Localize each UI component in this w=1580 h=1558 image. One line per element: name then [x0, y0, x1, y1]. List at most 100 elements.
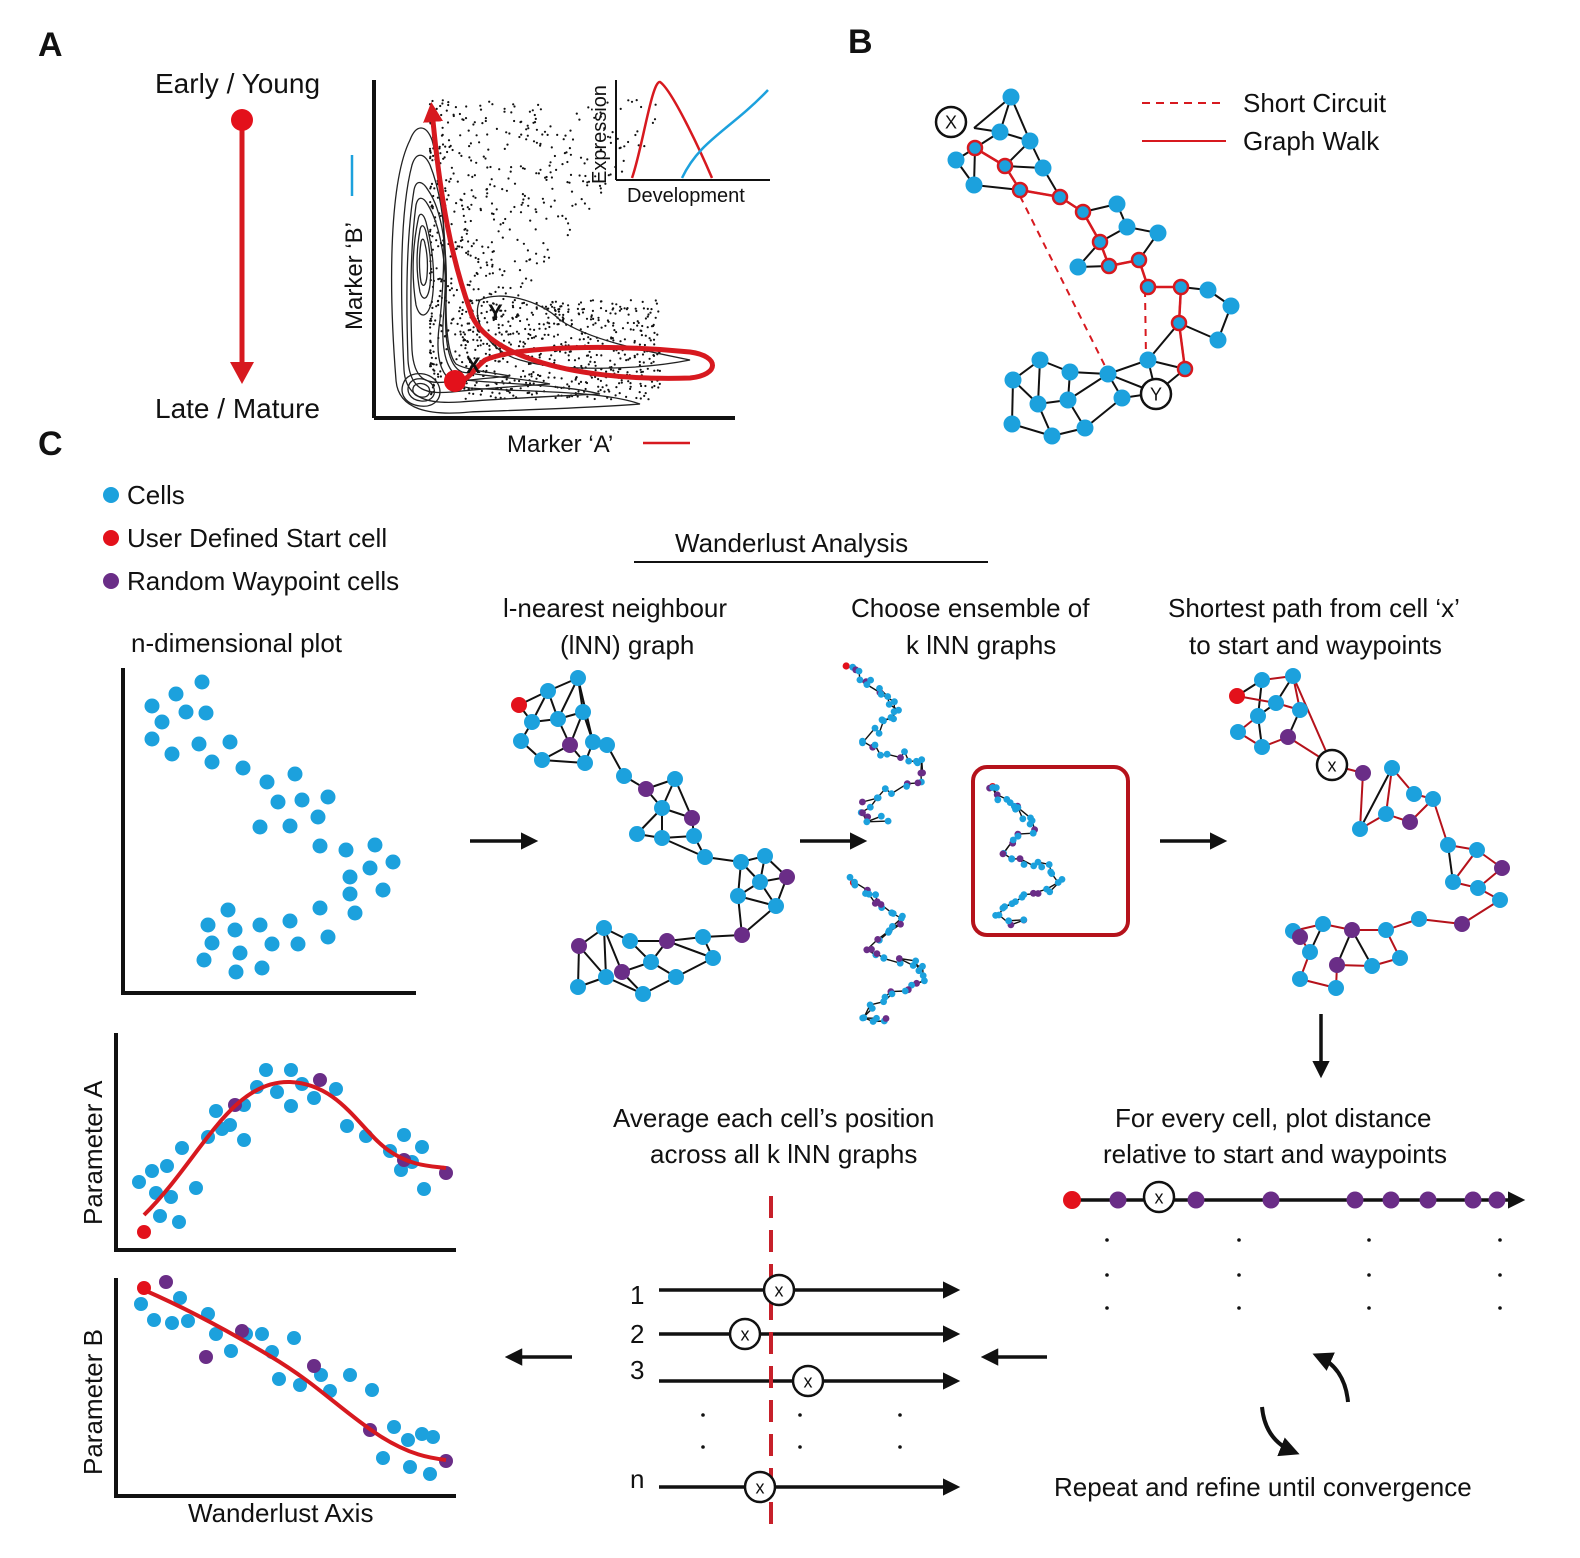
scatter-point	[527, 197, 530, 200]
scatter-point	[641, 324, 644, 328]
lnn-node	[654, 800, 670, 816]
ensemble-title-line1: Choose ensemble of	[851, 593, 1090, 623]
scatter-point	[459, 317, 462, 320]
scatter-point	[451, 148, 454, 152]
scatter-point	[644, 317, 648, 320]
scatter-point	[490, 258, 493, 261]
scatter-point	[486, 192, 489, 195]
n-dim-cell	[252, 917, 268, 933]
param-a-cell	[284, 1099, 298, 1113]
scatter-point	[473, 121, 476, 124]
scatter-point	[642, 361, 645, 364]
scatter-point	[488, 348, 491, 351]
graph-node	[1061, 363, 1079, 381]
scatter-point	[440, 330, 443, 333]
scatter-point	[606, 319, 610, 322]
scatter-point	[498, 392, 501, 395]
mini-node	[1008, 900, 1016, 908]
scatter-point	[579, 380, 583, 383]
scatter-point	[523, 375, 527, 378]
param-a-waypoint	[313, 1073, 327, 1087]
n-dim-cell	[254, 960, 270, 976]
graph-node	[1100, 257, 1118, 275]
scatter-point	[485, 310, 488, 313]
scatter-point	[527, 204, 530, 207]
lnn-node	[757, 848, 773, 864]
scatter-point	[450, 277, 453, 280]
scatter-point	[479, 104, 482, 107]
scatter-point	[636, 320, 639, 323]
scatter-point	[447, 139, 451, 142]
scatter-point	[433, 372, 436, 375]
scatter-point	[561, 214, 564, 217]
scatter-point	[649, 311, 652, 314]
waypoint-point	[1419, 1191, 1437, 1209]
scatter-point	[570, 337, 573, 340]
scatter-point	[639, 382, 642, 385]
scatter-point	[487, 384, 490, 387]
scatter-point	[612, 339, 615, 342]
scatter-point	[521, 193, 525, 196]
scatter-point	[470, 189, 473, 192]
scatter-point	[461, 301, 464, 304]
scatter-point	[549, 125, 552, 128]
sp-node	[1229, 688, 1245, 704]
scatter-point	[650, 308, 653, 311]
n-dim-cell	[287, 766, 303, 782]
scatter-point	[534, 335, 537, 338]
scatter-point	[508, 391, 511, 394]
scatter-point	[459, 333, 462, 336]
mini-node	[1020, 861, 1028, 868]
scatter-point	[638, 364, 642, 367]
sp-node	[1384, 760, 1400, 776]
mini-node	[1001, 903, 1008, 910]
n-dim-cell	[222, 734, 238, 750]
ellipsis-dot	[1237, 1306, 1241, 1310]
scatter-point	[459, 134, 462, 137]
sp-node	[1230, 724, 1246, 740]
scatter-point	[448, 145, 451, 149]
scatter-point	[480, 304, 483, 307]
scatter-point	[553, 199, 556, 202]
scatter-point	[653, 118, 657, 121]
legend-start-cell: User Defined Start cell	[127, 523, 387, 553]
ellipsis-dot	[1367, 1238, 1371, 1242]
scatter-point	[432, 368, 435, 371]
mini-node	[919, 972, 927, 979]
scatter-point	[502, 339, 506, 342]
graph-node	[947, 151, 965, 169]
scatter-point	[629, 387, 632, 390]
scatter-point	[486, 264, 489, 267]
scatter-point	[599, 379, 603, 382]
scatter-point	[437, 303, 440, 307]
scatter-point	[654, 299, 657, 302]
scatter-dots	[428, 99, 662, 401]
scatter-point	[545, 217, 548, 220]
scatter-point	[532, 371, 535, 374]
scatter-point	[548, 164, 551, 167]
scatter-point	[449, 255, 452, 258]
scatter-point	[558, 308, 561, 311]
scatter-point	[535, 377, 538, 380]
scatter-point	[599, 307, 603, 310]
scatter-point	[577, 382, 581, 385]
scatter-point	[460, 236, 463, 239]
point-y-label: Y	[488, 300, 503, 325]
scatter-point	[547, 256, 551, 259]
mini-node	[1034, 858, 1042, 866]
parameter-a-label: Parameter A	[78, 1080, 108, 1225]
scatter-point	[638, 360, 641, 363]
scatter-point	[607, 174, 610, 177]
param-a-start	[137, 1225, 151, 1239]
scatter-point	[627, 313, 630, 316]
scatter-point	[560, 377, 563, 380]
scatter-point	[589, 338, 592, 341]
scatter-point	[625, 308, 629, 311]
scatter-point	[535, 172, 538, 175]
mini-node	[1018, 893, 1026, 901]
scatter-point	[584, 174, 587, 178]
scatter-point	[545, 178, 548, 181]
mini-node	[874, 936, 882, 943]
x-marker-label: x	[756, 1477, 765, 1497]
scatter-point	[441, 126, 444, 129]
